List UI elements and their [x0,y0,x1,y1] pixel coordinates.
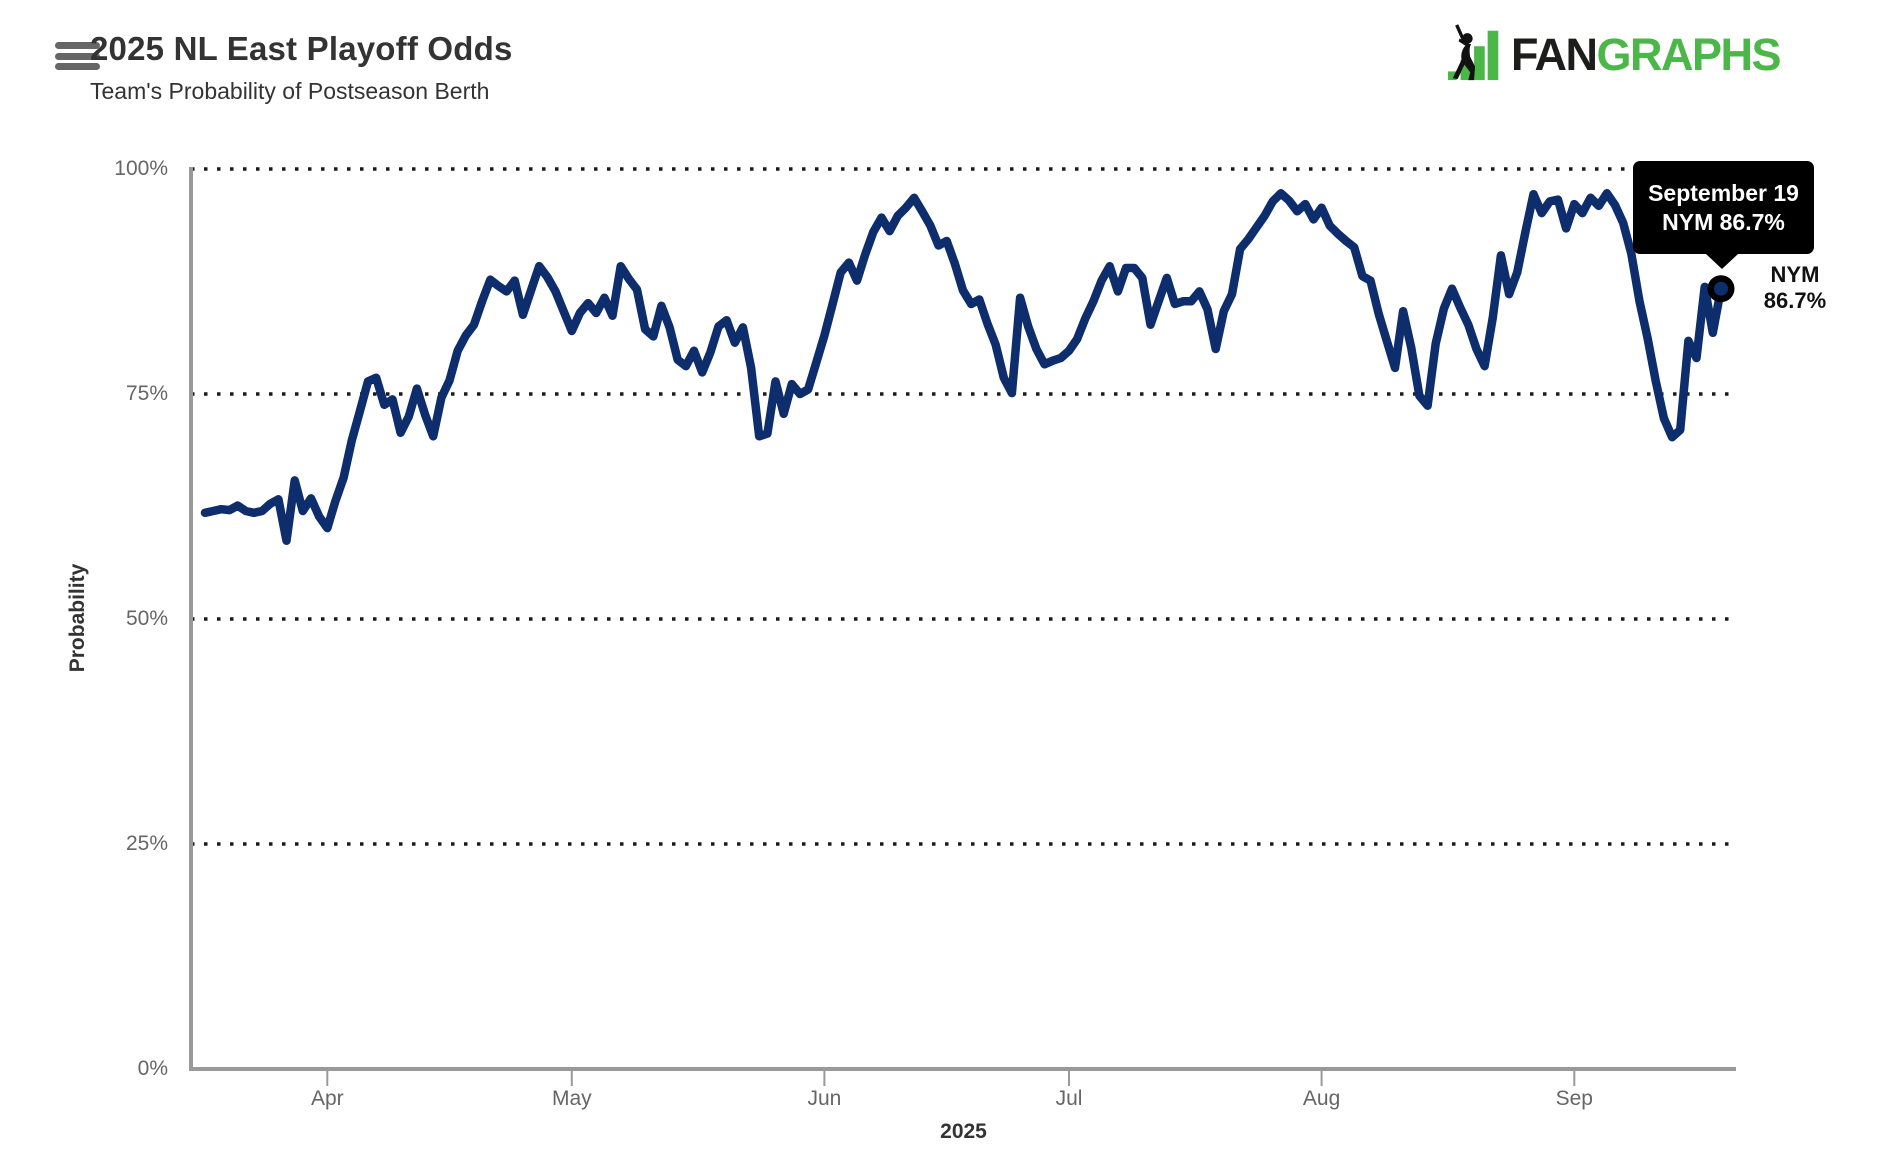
gridlines [191,167,1738,846]
x-tick-label-jul: Jul [1055,1087,1083,1110]
x-tick-label-apr: Apr [310,1087,344,1110]
y-tick-label-100: 100% [114,157,168,180]
logo-fan-text: FAN [1511,29,1598,80]
x-axis-year-label: 2025 [940,1120,987,1143]
x-tick-label-aug: Aug [1302,1087,1341,1110]
hamburger-menu-icon[interactable] [55,42,100,71]
x-tick-label-sep: Sep [1555,1087,1593,1110]
series-end-value: 86.7% [1763,288,1827,313]
series-end-team: NYM [1770,262,1820,287]
x-tick-label-jun: Jun [807,1087,842,1110]
hamburger-bar [55,52,100,60]
series-end-label: NYM 86.7% [1752,262,1838,314]
hamburger-bar [55,63,100,70]
chart-tooltip: September 19 NYM 86.7% [1633,161,1814,269]
y-tick-label-25: 25% [125,832,168,855]
tooltip-value: NYM 86.7% [1662,208,1785,235]
last-point-marker-core [1714,281,1728,296]
batter-silhouette [1452,24,1476,81]
y-tick-label-75: 75% [125,382,168,405]
fangraphs-logo[interactable]: FANGRAPHS [1447,22,1782,84]
page-title: 2025 NL East Playoff Odds [90,30,513,67]
x-tick-label-may: May [551,1087,592,1110]
fangraphs-wordmark: FANGRAPHS [1511,26,1782,84]
x-axis-tick-marks [326,1071,1576,1086]
tooltip-date: September 19 [1648,179,1799,206]
fangraphs-batter-icon [1447,24,1499,81]
page-subtitle: Team's Probability of Postseason Berth [90,78,490,104]
y-axis-title: Probability [66,563,89,673]
logo-graphs-text: GRAPHS [1596,29,1782,80]
y-tick-label-50: 50% [125,607,168,630]
hamburger-bar [55,42,100,49]
y-tick-label-0: 0% [137,1057,168,1080]
nym-odds-line[interactable] [200,189,1726,545]
